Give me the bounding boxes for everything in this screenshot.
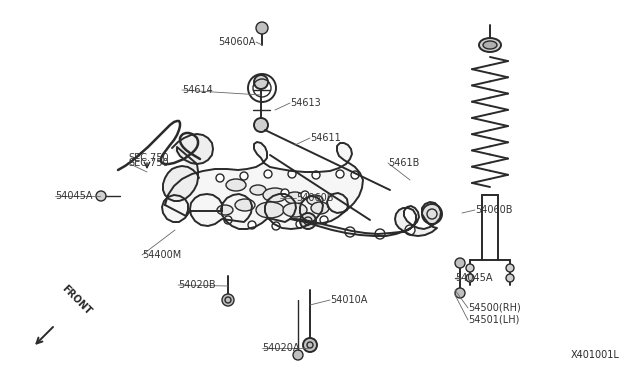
Text: SEC.750: SEC.750 (128, 153, 168, 163)
Circle shape (506, 274, 514, 282)
Ellipse shape (311, 202, 329, 214)
Ellipse shape (235, 199, 255, 211)
Circle shape (281, 189, 289, 197)
Circle shape (293, 350, 303, 360)
Polygon shape (290, 202, 441, 236)
Circle shape (303, 338, 317, 352)
Circle shape (288, 170, 296, 178)
Circle shape (351, 171, 359, 179)
Polygon shape (163, 134, 213, 201)
Ellipse shape (226, 179, 246, 191)
Text: 54400M: 54400M (142, 250, 181, 260)
Circle shape (254, 118, 268, 132)
Text: 54060B: 54060B (475, 205, 513, 215)
Circle shape (301, 191, 309, 199)
Circle shape (405, 225, 415, 235)
Text: 54010A: 54010A (330, 295, 367, 305)
Circle shape (375, 229, 385, 239)
Circle shape (312, 171, 320, 179)
Text: 54500(RH): 54500(RH) (468, 303, 521, 313)
Circle shape (422, 204, 442, 224)
Circle shape (345, 227, 355, 237)
Polygon shape (162, 142, 363, 229)
Circle shape (224, 216, 232, 224)
Text: X401001L: X401001L (571, 350, 620, 360)
Circle shape (455, 288, 465, 298)
Circle shape (296, 220, 304, 228)
Circle shape (272, 222, 280, 230)
Text: SEC.750: SEC.750 (128, 158, 168, 168)
Circle shape (466, 274, 474, 282)
Text: 54045A: 54045A (55, 191, 93, 201)
Text: 54020B: 54020B (178, 280, 216, 290)
Circle shape (248, 221, 256, 229)
Circle shape (300, 213, 316, 229)
Circle shape (455, 258, 465, 268)
Circle shape (216, 174, 224, 182)
Ellipse shape (256, 202, 284, 218)
Circle shape (222, 294, 234, 306)
Ellipse shape (479, 38, 501, 52)
Text: 54501(LH): 54501(LH) (468, 315, 520, 325)
Ellipse shape (483, 41, 497, 49)
Circle shape (96, 191, 106, 201)
Text: 54045A: 54045A (455, 273, 493, 283)
Text: FRONT: FRONT (60, 283, 93, 317)
Ellipse shape (250, 185, 266, 195)
Circle shape (336, 170, 344, 178)
Circle shape (240, 172, 248, 180)
Circle shape (264, 170, 272, 178)
Ellipse shape (285, 192, 305, 204)
Circle shape (254, 75, 268, 89)
Circle shape (256, 22, 268, 34)
Ellipse shape (263, 188, 287, 202)
Text: 54611: 54611 (310, 133, 340, 143)
Circle shape (506, 264, 514, 272)
Ellipse shape (307, 195, 323, 205)
Text: 54613: 54613 (290, 98, 321, 108)
Circle shape (466, 264, 474, 272)
Text: 54020A: 54020A (262, 343, 300, 353)
Text: 54060B: 54060B (296, 193, 333, 203)
Ellipse shape (283, 203, 307, 217)
Text: 54614: 54614 (182, 85, 212, 95)
Ellipse shape (217, 205, 233, 215)
Text: 54060A: 54060A (218, 37, 255, 47)
Circle shape (320, 216, 328, 224)
Text: 5461B: 5461B (388, 158, 419, 168)
